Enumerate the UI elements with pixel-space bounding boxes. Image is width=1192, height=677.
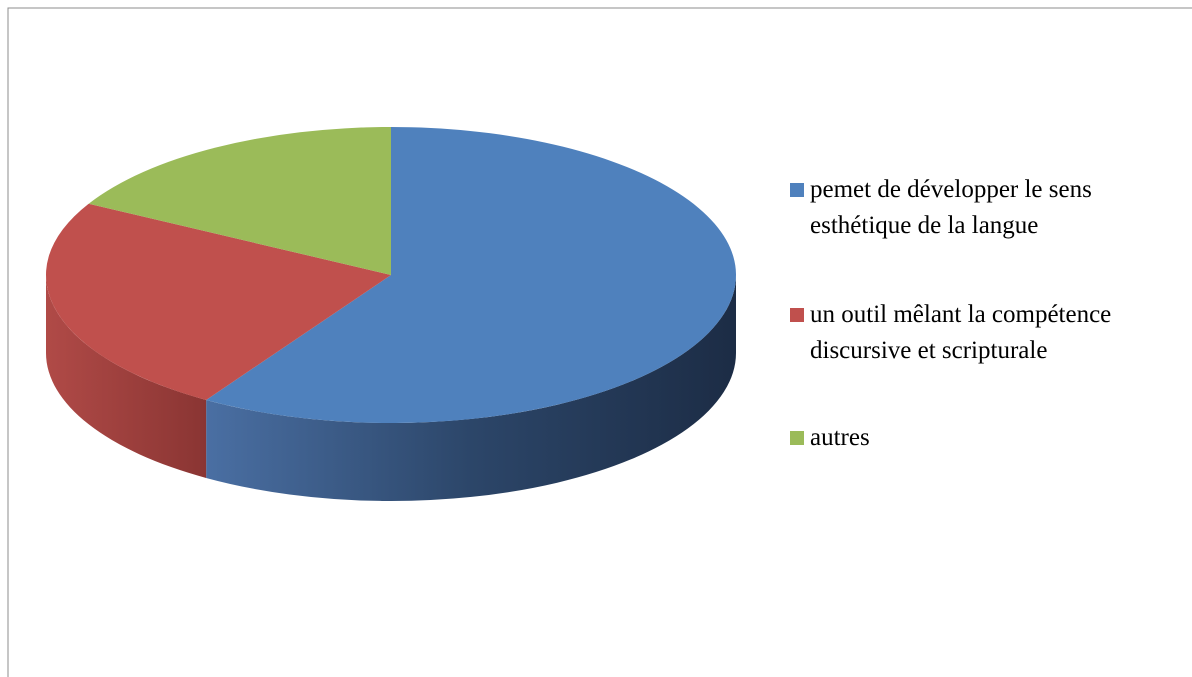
legend-label: un outil mêlant la compétence discursive… — [810, 301, 1112, 364]
slice-side — [206, 275, 736, 501]
legend-swatch — [790, 431, 804, 445]
legend-swatch — [790, 183, 804, 197]
frame — [7, 7, 1192, 677]
legend-label: pemet de développer le sens esthétique d… — [810, 176, 1092, 239]
slice — [88, 126, 391, 275]
legend-swatch — [790, 308, 804, 322]
slice-side — [46, 275, 207, 478]
legend-label: autres — [810, 424, 870, 451]
slice — [206, 127, 736, 423]
legend-item: autres — [790, 420, 1180, 456]
legend-item: un outil mêlant la compétence discursive… — [790, 297, 1180, 369]
legend-item: pemet de développer le sens esthétique d… — [790, 172, 1180, 244]
slice — [45, 203, 391, 400]
